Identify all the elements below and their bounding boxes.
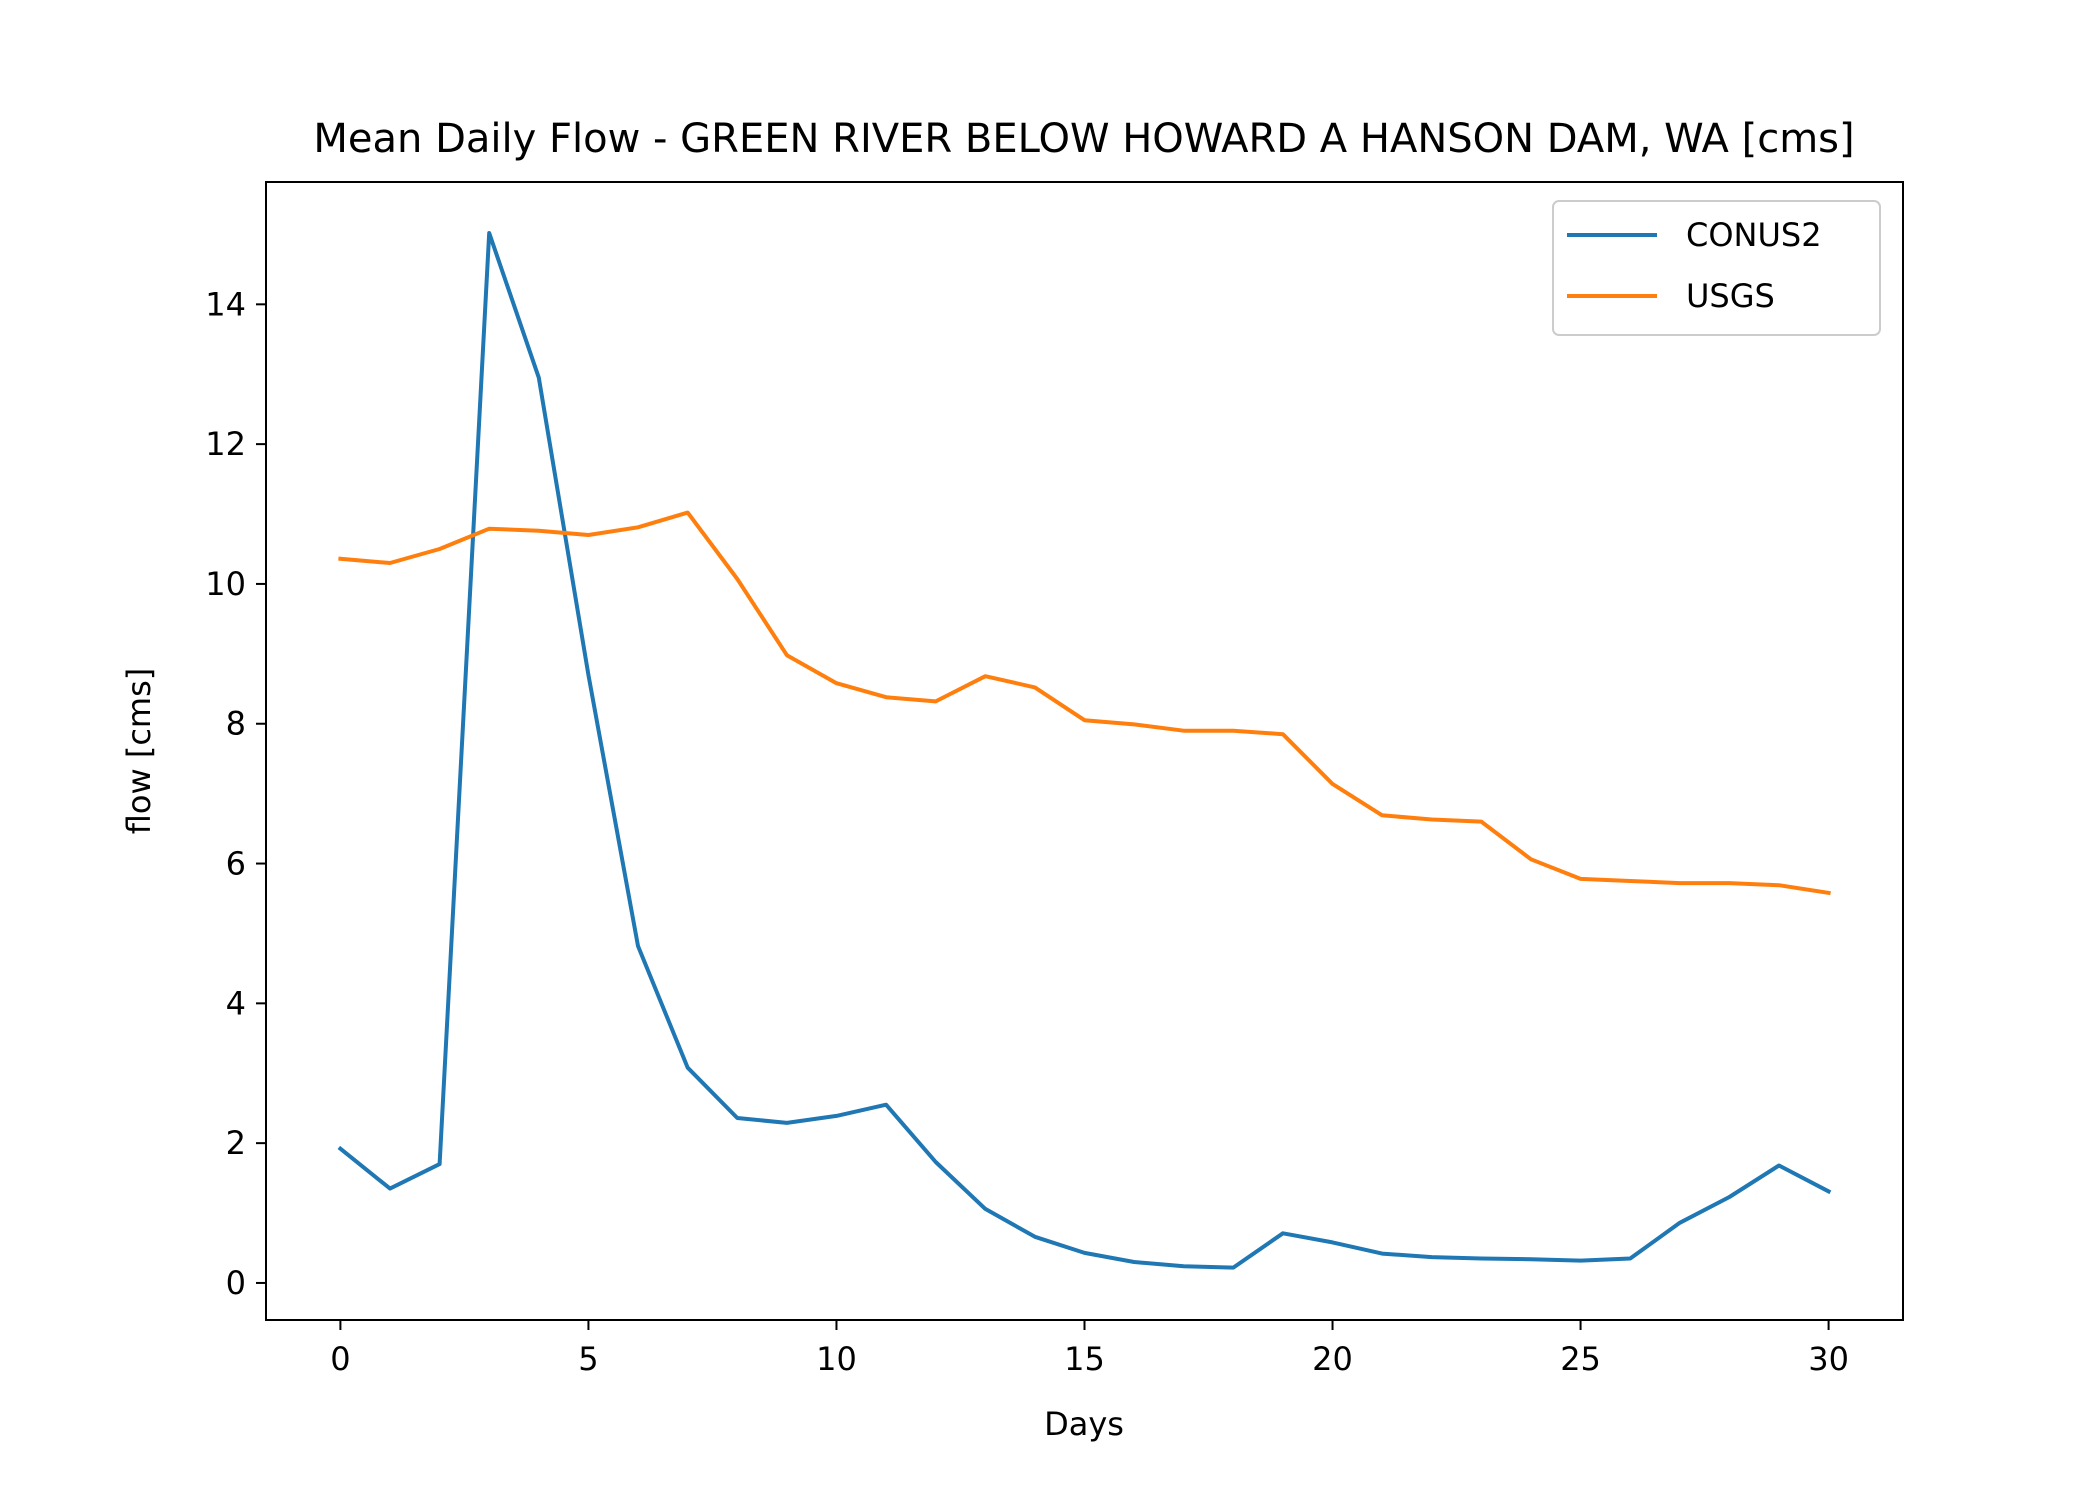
x-tick-label: 15 [1064,1340,1105,1378]
y-tick-label: 0 [226,1264,246,1302]
x-tick-label: 20 [1312,1340,1353,1378]
y-tick-label: 14 [205,285,246,323]
legend: CONUS2 USGS [1552,200,1881,336]
x-tick-label: 30 [1808,1340,1849,1378]
series-line-usgs [338,510,1831,896]
x-tick-label: 10 [816,1340,857,1378]
chart-title: Mean Daily Flow - GREEN RIVER BELOW HOWA… [313,116,1854,162]
series-layer [337,231,1832,1270]
y-tick-label: 4 [226,984,246,1022]
y-tick-label: 12 [205,425,246,463]
x-axis: 0 5 10 15 20 25 30 [330,1320,1849,1378]
series-line-conus2 [337,231,1832,1270]
y-axis-label: flow [cms] [120,668,158,834]
x-tick-label: 5 [578,1340,598,1378]
y-tick-label: 10 [205,565,246,603]
y-tick-label: 6 [226,845,246,883]
x-tick-label: 0 [330,1340,350,1378]
x-axis-label: Days [1044,1405,1124,1443]
x-tick-label: 25 [1560,1340,1601,1378]
legend-label-conus2: CONUS2 [1686,216,1822,254]
legend-label-usgs: USGS [1686,277,1775,315]
y-tick-label: 2 [226,1124,246,1162]
y-tick-label: 8 [226,705,246,743]
y-axis: 0 2 4 6 8 10 12 14 [205,285,266,1302]
